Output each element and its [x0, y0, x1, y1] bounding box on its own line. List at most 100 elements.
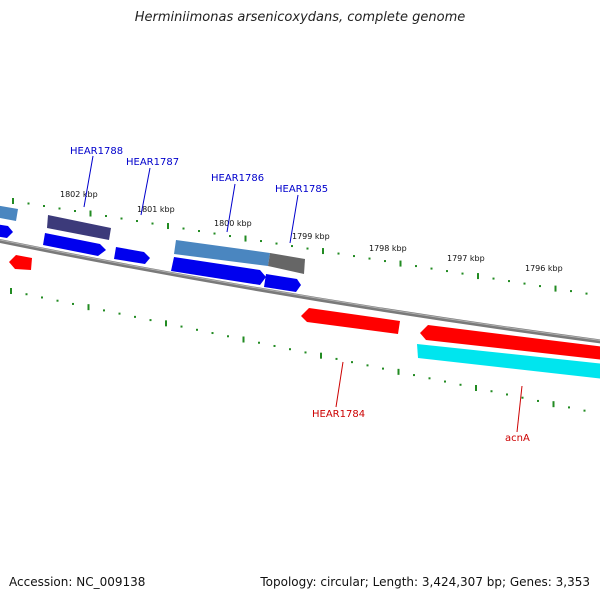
leader-acnA	[516, 385, 523, 433]
minor-tick	[461, 272, 464, 275]
tick-label-1797: 1797 kbp	[447, 254, 485, 263]
minor-tick	[134, 315, 136, 318]
gene-hear1787[interactable]	[114, 247, 150, 264]
leader-hear1788	[83, 155, 94, 208]
tick-label-1801: 1801 kbp	[137, 205, 175, 214]
minor-tick	[213, 232, 216, 235]
minor-tick	[118, 312, 121, 315]
gene-small-red[interactable]	[9, 255, 32, 270]
gene-acnA-red[interactable]	[420, 325, 600, 360]
minor-tick	[151, 222, 154, 225]
minor-tick	[508, 280, 510, 283]
minor-tick	[492, 277, 495, 280]
major-tick	[477, 273, 479, 280]
minor-tick	[289, 348, 291, 351]
minor-tick	[136, 220, 138, 223]
genome-backbone-highlight	[0, 239, 600, 341]
minor-tick	[382, 367, 384, 370]
minor-tick	[415, 265, 417, 268]
gene-label-hear1788[interactable]: HEAR1788	[70, 146, 123, 157]
leader-hear1786	[226, 183, 236, 233]
minor-tick	[413, 374, 415, 377]
major-tick	[552, 401, 555, 408]
minor-tick	[568, 406, 570, 409]
gene-label-hear1784[interactable]: HEAR1784	[312, 409, 365, 420]
major-tick	[87, 304, 90, 311]
minor-tick	[273, 344, 276, 347]
gene-label-acnA[interactable]: acnA	[505, 433, 530, 444]
minor-tick	[570, 290, 572, 293]
major-tick	[242, 336, 245, 343]
minor-tick	[196, 328, 198, 331]
gene-hear1788[interactable]	[47, 215, 111, 240]
minor-tick	[72, 302, 74, 305]
minor-tick	[384, 260, 386, 263]
minor-tick	[291, 245, 293, 248]
gene-acnA[interactable]	[417, 344, 600, 379]
minor-tick	[41, 296, 43, 299]
tick-label-1800: 1800 kbp	[214, 219, 252, 228]
minor-tick	[182, 227, 185, 230]
minor-tick	[275, 242, 278, 245]
gene-arrow[interactable]	[0, 224, 13, 238]
minor-tick	[337, 252, 340, 255]
gene-hear1788-b[interactable]	[43, 233, 106, 256]
minor-tick	[227, 335, 229, 338]
gene-label-hear1787[interactable]: HEAR1787	[126, 157, 179, 168]
major-tick	[10, 288, 12, 294]
tick-label-1798: 1798 kbp	[369, 244, 407, 253]
gene-hear1786[interactable]	[174, 240, 270, 266]
gene-feature[interactable]	[0, 205, 18, 221]
minor-tick	[444, 380, 446, 383]
major-tick	[554, 285, 557, 292]
label-leaders	[83, 155, 523, 433]
genome-backbone	[0, 238, 600, 344]
minor-tick	[366, 364, 369, 367]
map-title: Herminiimonas arsenicoxydans, complete g…	[134, 10, 466, 25]
major-tick	[167, 223, 169, 230]
minor-tick	[428, 377, 431, 380]
minor-tick	[120, 217, 123, 220]
minor-tick	[58, 207, 61, 210]
lower-tick-track	[10, 288, 586, 412]
minor-tick	[27, 202, 30, 205]
minor-tick	[523, 282, 526, 285]
gene-hear1786-b[interactable]	[171, 257, 266, 285]
minor-tick	[25, 293, 28, 296]
major-tick	[244, 235, 247, 242]
minor-tick	[459, 383, 462, 386]
genome-summary: Topology: circular; Length: 3,424,307 bp…	[260, 575, 590, 589]
minor-tick	[490, 390, 493, 393]
minor-tick	[198, 230, 200, 233]
major-tick	[320, 352, 322, 359]
minor-tick	[103, 309, 105, 312]
gene-label-hear1785[interactable]: HEAR1785	[275, 184, 328, 195]
minor-tick	[351, 361, 353, 364]
tick-label-1802: 1802 kbp	[60, 190, 98, 199]
minor-tick	[335, 357, 338, 360]
minor-tick	[585, 292, 588, 295]
minor-tick	[180, 325, 183, 328]
gene-hear1785-b[interactable]	[264, 274, 301, 292]
major-tick	[399, 260, 402, 267]
kbp-labels: 1802 kbp 1801 kbp 1800 kbp 1799 kbp 1798…	[60, 190, 563, 273]
accession-label: Accession: NC_009138	[9, 575, 146, 589]
upper-tick-track	[12, 198, 588, 295]
gene-hear1785[interactable]	[268, 253, 305, 274]
minor-tick	[229, 235, 231, 238]
minor-tick	[211, 332, 214, 335]
minor-tick	[539, 285, 541, 288]
minor-tick	[353, 255, 355, 258]
gene-hear1784[interactable]	[301, 308, 400, 334]
major-tick	[322, 248, 324, 255]
gene-label-hear1786[interactable]: HEAR1786	[211, 173, 264, 184]
minor-tick	[446, 270, 448, 273]
leader-hear1784	[335, 361, 344, 408]
minor-tick	[149, 319, 152, 322]
minor-tick	[304, 351, 307, 354]
minor-tick	[43, 205, 45, 208]
minor-tick	[537, 399, 539, 402]
leader-hear1787	[140, 167, 151, 216]
major-tick	[165, 320, 167, 327]
